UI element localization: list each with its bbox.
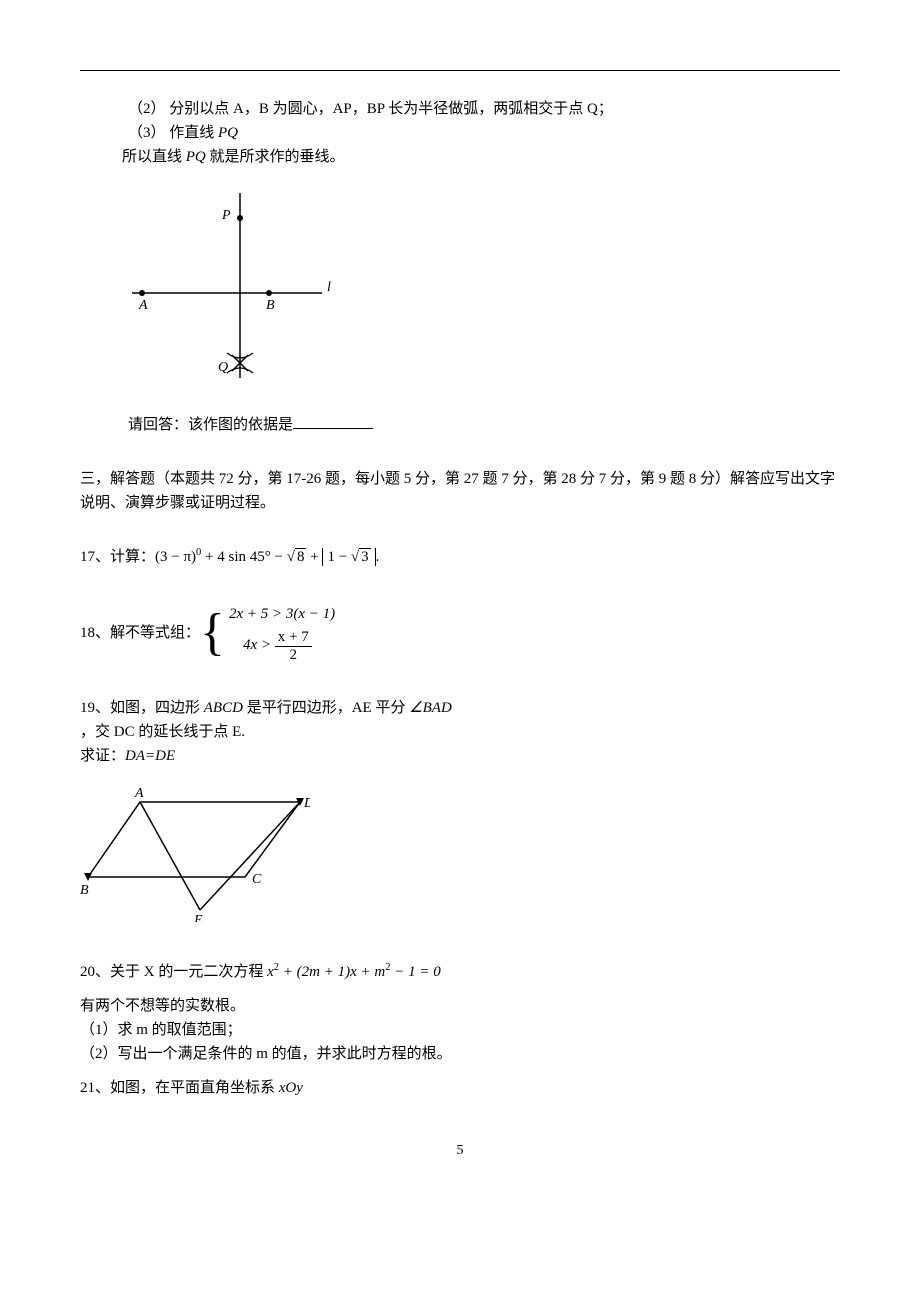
answer-blank[interactable] [293,414,373,429]
label-B2: B [80,883,89,898]
q18: 18、解不等式组： { 2x + 5 > 3(x − 1) 4x > x + 7… [80,599,840,666]
top-divider [80,70,840,71]
q20-line1a: 20、关于 X 的一元二次方程 [80,964,267,980]
q18-frac-num: x + 7 [275,629,312,647]
pq-text: PQ [218,125,238,141]
label-B: B [266,298,275,313]
q19-line3b: DA=DE [125,748,175,764]
q17-plus2: + [306,549,322,565]
q17-tail: . [376,549,380,565]
conclusion-line: 所以直线 PQ 就是所求作的垂线。 [80,145,840,169]
label-Q: Q [218,360,228,375]
page-number: 5 [80,1140,840,1162]
q19-line3a: 求证： [80,748,125,764]
label-P: P [221,208,231,223]
q18-line2: 4x > x + 72 [229,629,335,663]
subitem-2: （2） 分别以点 A，B 为圆心，AP，BP 长为半径做弧，两弧相交于点 Q； [80,97,840,121]
q21-a: 21、如图，在平面直角坐标系 [80,1080,279,1096]
conclusion-prefix: 所以直线 [122,149,186,165]
q17-abs-prefix: 1 − [327,549,350,565]
q21-xoy: xOy [279,1080,303,1096]
q19-line3: 求证：DA=DE [80,744,840,768]
answer-prompt: 请回答：该作图的依据是 [128,417,293,433]
q17-expr: (3 − π)0 + 4 sin 45° − √8 + 1 − √3. [155,545,379,569]
q19-angle: ∠BAD [409,700,452,716]
label-A2: A [134,786,144,801]
brace-icon: { [200,607,225,659]
q19-abcd: ABCD [204,700,243,716]
conclusion-pq: PQ [186,149,206,165]
q18-system: { 2x + 5 > 3(x − 1) 4x > x + 72 [200,599,335,666]
q21: 21、如图，在平面直角坐标系 xOy [80,1076,840,1100]
answer-prompt-line: 请回答：该作图的依据是 [80,413,840,437]
q17-base1: (3 − π) [155,549,196,565]
q20-line1: 20、关于 X 的一元二次方程 x2 + (2m + 1)x + m2 − 1 … [80,960,840,984]
q17-sqrt1: 8 [295,548,307,565]
q19-line1c: 是平行四边形，AE 平分 [243,700,409,716]
label-E2: E [193,913,203,922]
label-C2: C [252,872,262,887]
label-l: l [327,280,331,295]
figure-perpendicular: A B P Q l [122,183,840,391]
q18-frac-den: 2 [275,647,312,664]
q17-label: 17、计算： [80,545,155,569]
q18-label: 18、解不等式组： [80,621,200,645]
q20-sub1: （1）求 m 的取值范围； [80,1018,840,1042]
label-A: A [138,298,148,313]
q19-line2: ，交 DC 的延长线于点 E. [80,720,840,744]
subitem-3-prefix: （3） 作直线 [128,125,218,141]
section-3-heading: 三，解答题（本题共 72 分，第 17-26 题，每小题 5 分，第 27 题 … [80,467,840,515]
conclusion-suffix: 就是所求作的垂线。 [206,149,345,165]
figure-parallelogram: A B C D E [80,782,840,930]
q20-line2: 有两个不想等的实数根。 [80,994,840,1018]
label-D2: D [303,796,310,811]
q20-sub2: （2）写出一个满足条件的 m 的值，并求此时方程的根。 [80,1042,840,1066]
q19-line1a: 19、如图，四边形 [80,700,204,716]
q19: 19、如图，四边形 ABCD 是平行四边形，AE 平分 ∠BAD [80,696,840,720]
q18-lhs: 4x > [229,637,275,653]
subitem-3: （3） 作直线 PQ [80,121,840,145]
q17-plus1: + 4 sin 45° − [201,549,286,565]
q18-line1: 2x + 5 > 3(x − 1) [229,602,335,626]
q17: 17、计算： (3 − π)0 + 4 sin 45° − √8 + 1 − √… [80,545,840,569]
q17-abs-sqrt: 3 [359,548,371,565]
